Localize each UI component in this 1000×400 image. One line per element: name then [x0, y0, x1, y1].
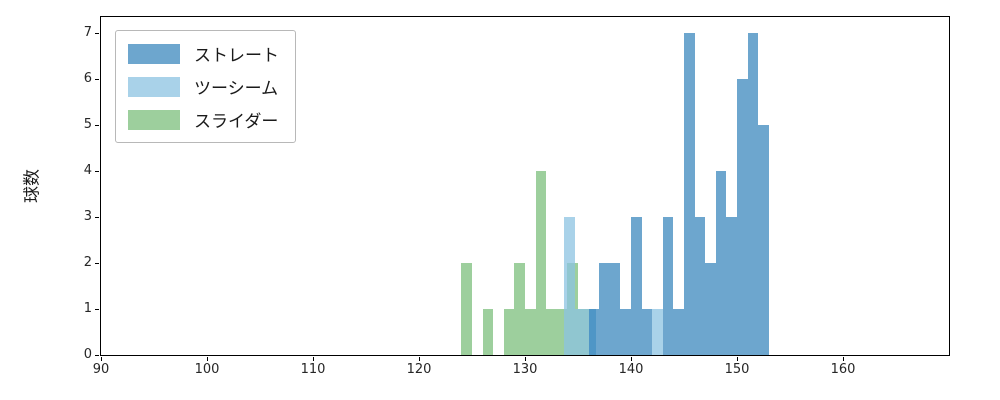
legend-swatch-twoseam [128, 76, 180, 97]
hist-bar-straight [684, 33, 695, 355]
legend-label-slider: スライダー [194, 112, 279, 132]
hist-bar-slider [482, 309, 494, 355]
y-tick-label: 0 [83, 347, 92, 362]
x-tick-label: 130 [512, 362, 538, 377]
hist-bar-straight [705, 263, 716, 355]
y-tick-label: 6 [83, 71, 92, 87]
plot-area: ストレートツーシームスライダー [100, 16, 950, 356]
hist-bar-slider [461, 263, 472, 355]
y-tick-mark [95, 309, 99, 310]
y-tick-mark [95, 171, 99, 173]
hist-bar-straight [631, 217, 642, 355]
hist-bar-slider [535, 171, 547, 355]
hist-bar-straight [662, 217, 674, 355]
x-tick-label: 100 [194, 362, 220, 377]
x-tick-mark [525, 357, 526, 361]
hist-bar-straight [588, 309, 600, 355]
hist-bar-straight [673, 309, 684, 355]
hist-bar-twoseam [652, 309, 663, 355]
x-tick-mark [631, 357, 632, 361]
hist-bar-straight [758, 125, 769, 355]
y-axis-label: 球数 [22, 169, 43, 203]
hist-bar-slider [503, 309, 515, 355]
y-tick-mark [95, 33, 99, 35]
y-tick-label: 7 [83, 25, 92, 41]
x-tick-label: 110 [300, 362, 326, 377]
x-tick-label: 140 [618, 362, 644, 377]
x-tick-label: 120 [406, 362, 432, 377]
hist-bar-twoseam [574, 309, 586, 355]
hist-bar-straight [737, 79, 748, 355]
x-tick-mark [737, 357, 738, 361]
hist-bar-straight [620, 309, 631, 355]
y-tick-label: 3 [83, 209, 92, 225]
hist-bar-slider [525, 309, 536, 355]
hist-bar-slider [514, 263, 525, 355]
x-tick-mark [207, 357, 208, 361]
legend-swatch-slider [128, 109, 180, 130]
y-tick-label: 4 [83, 163, 92, 179]
y-tick-label: 1 [83, 301, 92, 316]
y-tick-mark [95, 355, 99, 356]
y-tick-mark [95, 79, 99, 81]
x-tick-mark [313, 357, 314, 361]
x-tick-mark [419, 357, 420, 361]
x-tick-label: 160 [830, 362, 856, 377]
hist-bar-straight [641, 309, 653, 355]
y-tick-mark [95, 217, 99, 219]
hist-bar-slider [556, 309, 568, 355]
hist-bar-straight [599, 263, 610, 355]
legend-label-twoseam: ツーシーム [194, 79, 279, 99]
hist-bar-twoseam [564, 217, 575, 355]
legend-row-straight: ストレート [128, 41, 279, 66]
hist-bar-straight [715, 171, 727, 355]
y-tick-label: 5 [83, 117, 92, 133]
hist-bar-straight [609, 263, 621, 355]
hist-bar-straight [694, 217, 706, 355]
x-tick-label: 150 [724, 362, 750, 377]
legend-row-slider: スライダー [128, 107, 279, 132]
x-tick-mark [101, 357, 102, 361]
hist-bar-straight [726, 217, 737, 355]
hist-bar-straight [747, 33, 759, 355]
legend-swatch-straight [128, 43, 180, 64]
legend-label-straight: ストレート [194, 46, 279, 66]
legend: ストレートツーシームスライダー [115, 30, 296, 143]
x-tick-label: 90 [92, 362, 110, 377]
hist-bar-slider [546, 309, 557, 355]
y-tick-mark [95, 263, 99, 265]
y-tick-mark [95, 125, 99, 127]
legend-row-twoseam: ツーシーム [128, 74, 279, 99]
y-tick-label: 2 [83, 255, 92, 271]
x-tick-mark [843, 357, 844, 361]
